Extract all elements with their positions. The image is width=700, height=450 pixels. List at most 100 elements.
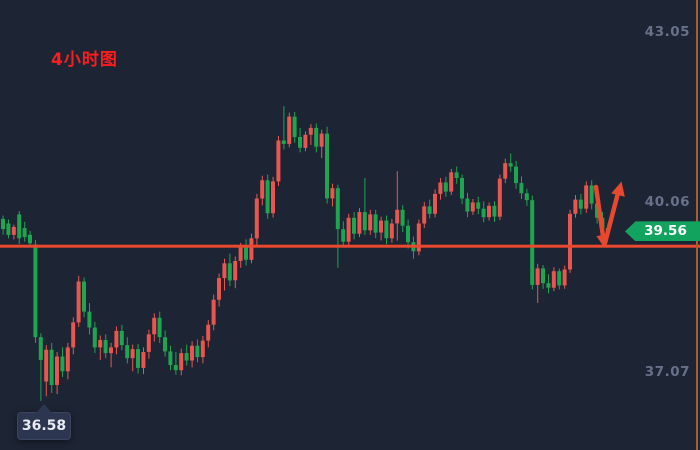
candle <box>341 221 346 248</box>
candle <box>546 274 551 294</box>
candle <box>22 221 27 242</box>
candle <box>152 313 157 342</box>
candle <box>346 213 351 247</box>
candle <box>497 174 502 221</box>
candle <box>136 344 140 374</box>
candle <box>227 253 232 286</box>
candle <box>173 352 178 375</box>
candle <box>373 209 378 239</box>
candle <box>427 199 432 219</box>
candle <box>508 153 513 172</box>
candle <box>573 195 578 218</box>
candle <box>200 336 205 364</box>
support-line <box>0 244 700 248</box>
candle <box>476 196 481 215</box>
candle <box>314 123 319 153</box>
candle <box>55 352 59 395</box>
candle <box>184 344 189 366</box>
candle <box>190 341 194 368</box>
candle <box>530 195 535 290</box>
candle <box>454 166 459 184</box>
candle <box>157 311 162 343</box>
candle <box>130 344 135 372</box>
candle <box>49 342 54 393</box>
candle <box>276 135 281 186</box>
candle <box>481 201 486 223</box>
candle <box>211 294 216 331</box>
candle <box>146 329 151 359</box>
candle <box>389 218 394 243</box>
candle <box>17 211 22 244</box>
candle <box>60 347 65 377</box>
y-axis-label-40-06: 40.06 <box>644 194 690 210</box>
candle <box>535 263 540 303</box>
candle <box>584 181 589 213</box>
candle <box>195 339 200 363</box>
candle <box>325 126 329 204</box>
candle <box>449 168 454 196</box>
candle <box>28 230 32 248</box>
candle <box>460 174 464 205</box>
candle <box>260 175 265 206</box>
candle <box>38 333 43 401</box>
candle <box>578 193 583 215</box>
candle <box>406 219 410 249</box>
candle <box>557 268 562 290</box>
candle <box>6 219 11 239</box>
low-price-value: 36.58 <box>21 418 67 434</box>
candles-layer <box>1 106 610 401</box>
candle <box>568 209 572 273</box>
candle <box>319 129 324 159</box>
candle <box>487 202 491 221</box>
candle <box>368 209 373 235</box>
candle <box>352 212 356 240</box>
candle <box>249 233 254 264</box>
candle <box>541 265 545 289</box>
candle <box>438 178 443 200</box>
chart-title: 4小时图 <box>51 50 118 70</box>
tooltip-pointer-up <box>35 404 53 414</box>
candle <box>416 219 421 256</box>
candle <box>308 124 313 145</box>
candle <box>465 192 470 218</box>
candle <box>179 348 184 376</box>
candle <box>87 303 92 335</box>
candle <box>11 224 16 240</box>
candle <box>65 342 70 380</box>
candle <box>44 345 49 397</box>
candle <box>244 239 248 266</box>
candle <box>589 180 594 210</box>
candle <box>222 258 227 291</box>
candle <box>330 183 335 207</box>
candle <box>141 347 146 375</box>
candle <box>303 131 308 152</box>
candle <box>433 189 437 218</box>
candle <box>519 176 524 199</box>
candle <box>335 184 340 268</box>
candle <box>206 320 211 348</box>
candle <box>470 199 475 215</box>
candle <box>233 256 238 289</box>
candle <box>33 240 38 343</box>
candle <box>76 275 81 327</box>
candle <box>265 174 270 219</box>
candle <box>238 242 243 268</box>
candle <box>384 215 389 244</box>
candle <box>125 337 130 364</box>
candle <box>82 277 86 318</box>
candle <box>524 188 529 206</box>
candle <box>168 345 173 371</box>
candle <box>514 160 518 189</box>
candle <box>217 273 221 307</box>
candle <box>114 326 119 355</box>
candle <box>281 106 286 150</box>
candle <box>562 265 567 289</box>
y-axis-label-43-05: 43.05 <box>644 24 690 40</box>
bounce-arrow-annotation <box>593 181 625 248</box>
candle <box>71 317 76 355</box>
candle <box>292 112 297 143</box>
candle <box>362 178 367 235</box>
candle <box>98 335 103 360</box>
candle <box>271 176 275 218</box>
